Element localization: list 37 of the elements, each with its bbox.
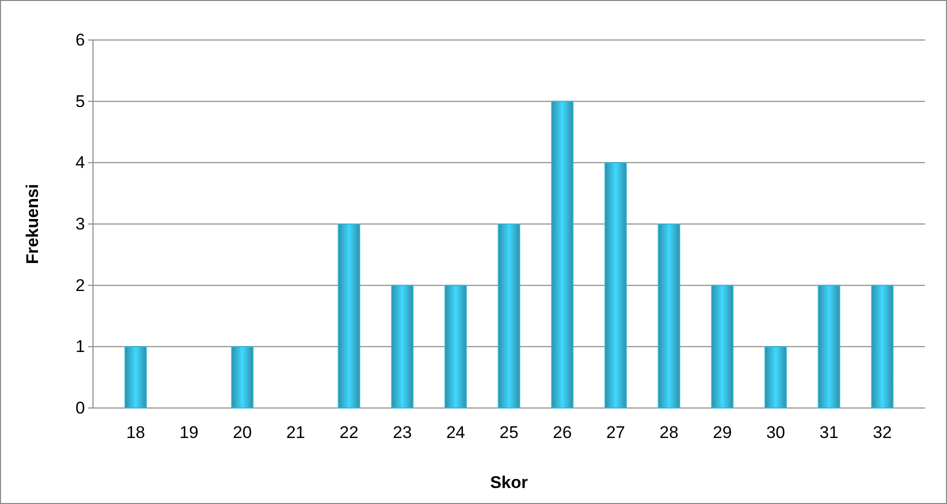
x-tick-label: 23 xyxy=(392,423,412,442)
bar xyxy=(871,284,894,408)
x-tick-label: 18 xyxy=(126,423,146,442)
x-tick-label: 22 xyxy=(340,423,358,442)
bar xyxy=(391,284,414,408)
bar xyxy=(124,346,147,408)
bar xyxy=(551,100,574,408)
x-tick-label: 27 xyxy=(606,423,626,442)
bar xyxy=(764,346,787,408)
y-tick-label: 3 xyxy=(76,214,85,234)
bar xyxy=(658,224,680,408)
x-tick-label: 21 xyxy=(286,423,306,442)
bar xyxy=(818,284,840,408)
x-tick-label: 30 xyxy=(766,423,786,442)
x-tick-label: 31 xyxy=(820,423,838,442)
x-tick-label: 26 xyxy=(552,423,572,442)
x-tick-label: 28 xyxy=(660,423,678,442)
bar xyxy=(338,224,360,408)
bar xyxy=(231,346,254,408)
bar xyxy=(604,162,627,408)
y-tick-label: 1 xyxy=(76,337,85,356)
x-tick-label: 20 xyxy=(232,423,252,442)
bar xyxy=(498,224,520,408)
x-tick-label: 25 xyxy=(500,423,518,442)
y-tick-label: 0 xyxy=(76,398,85,418)
bar xyxy=(444,284,467,408)
y-axis-title: Frekuensi xyxy=(23,184,42,264)
y-tick-label: 6 xyxy=(76,30,85,50)
x-tick-label: 19 xyxy=(180,423,198,442)
bar xyxy=(711,284,734,408)
x-tick-label: 32 xyxy=(872,423,892,442)
y-tick-label: 2 xyxy=(76,276,85,295)
x-tick-label: 24 xyxy=(446,423,466,442)
y-tick-label: 4 xyxy=(76,153,85,172)
x-tick-label: 29 xyxy=(712,423,732,442)
x-axis-title: Skor xyxy=(490,473,528,492)
y-tick-label: 5 xyxy=(76,92,85,111)
